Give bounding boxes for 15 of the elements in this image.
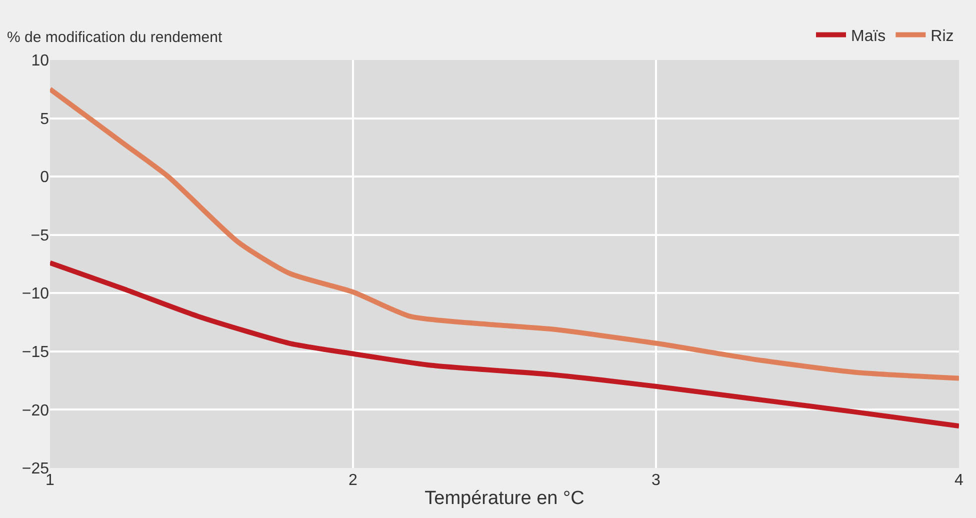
y-tick-label: 5 [40,110,50,128]
x-tick-label: 3 [652,472,661,489]
y-tick-label: −15 [22,344,50,362]
y-axis-title: % de modification du rendement [7,29,223,46]
x-tick-label: 2 [348,472,358,489]
y-tick-label: −10 [22,286,50,303]
x-tick-label: 1 [46,472,55,489]
legend-label: Riz [930,28,954,45]
x-axis-title: Température en °C [424,488,584,509]
y-tick-label: 10 [31,52,50,70]
x-tick-label: 4 [954,472,964,489]
y-tick-label: −20 [22,402,50,420]
y-tick-label: 0 [40,169,50,186]
legend-label: Maïs [851,28,886,45]
y-tick-label: −5 [30,227,50,244]
